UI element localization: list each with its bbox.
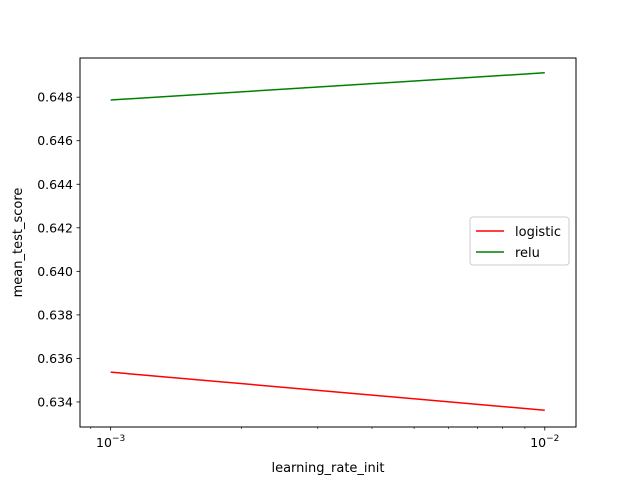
x-axis: 10−3 10−2 <box>90 427 559 450</box>
y-tick-label: 0.640 <box>37 264 73 279</box>
x-tick-label: 10−2 <box>530 434 559 450</box>
y-tick-label: 0.638 <box>37 307 73 322</box>
y-tick-label: 0.642 <box>37 220 73 235</box>
legend: logistic relu <box>469 216 570 266</box>
plot-frame <box>79 57 577 428</box>
y-tick-label: 0.634 <box>37 394 73 409</box>
legend-label-logistic: logistic <box>515 225 561 240</box>
legend-box <box>469 216 570 266</box>
x-axis-label: learning_rate_init <box>271 461 384 476</box>
x-tick-label: 10−3 <box>96 434 125 450</box>
series-line-logistic <box>110 371 545 411</box>
legend-label-relu: relu <box>515 246 540 261</box>
series-line-relu <box>110 72 545 101</box>
y-tick-label: 0.636 <box>37 351 73 366</box>
y-axis: 0.634 0.636 0.638 0.640 0.642 0.644 0.646 0.648 <box>37 90 80 409</box>
y-axis-label: mean_test_score <box>11 188 26 298</box>
y-tick-label: 0.646 <box>37 133 73 148</box>
series-layer <box>110 72 545 411</box>
y-tick-label: 0.644 <box>37 177 73 192</box>
y-tick-label: 0.648 <box>37 90 73 105</box>
